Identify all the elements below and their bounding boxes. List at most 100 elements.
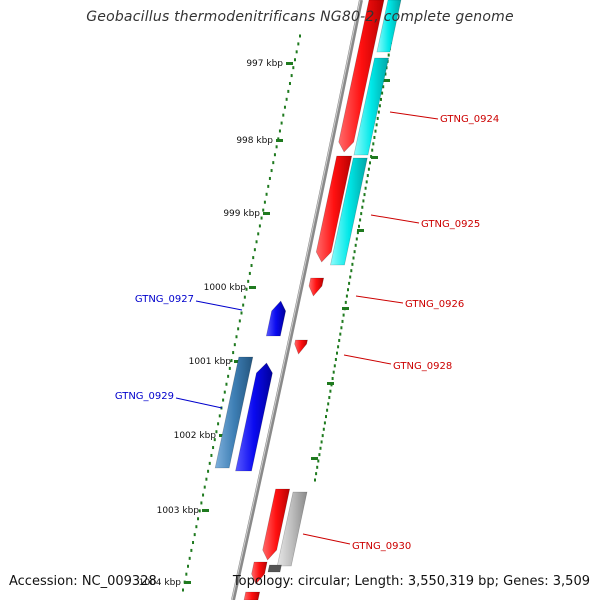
gene-gtng-0926-arrow — [308, 277, 325, 297]
cds-gtng-0925-block — [330, 157, 368, 266]
leader-line — [343, 354, 392, 365]
ruler-dot-left — [275, 145, 278, 149]
ruler-dot-right — [363, 193, 366, 197]
ruler-dot-right — [332, 370, 335, 374]
gene-label[interactable]: GTNG_0929 — [115, 391, 174, 402]
ruler-dot-right — [334, 357, 337, 361]
ruler-major-tick — [311, 457, 318, 460]
gene-label[interactable]: GTNG_0925 — [421, 219, 480, 230]
gene-gtng-0924-arrow — [338, 0, 385, 153]
ruler-dot-right — [318, 453, 321, 457]
ruler-dot-left — [260, 216, 263, 220]
ruler-dot-right — [341, 319, 344, 323]
ruler-major-tick — [342, 307, 349, 310]
ruler-dot-left — [293, 58, 296, 62]
ruler-major-tick — [234, 360, 241, 363]
ruler-dot-left — [268, 176, 271, 180]
gene-label[interactable]: GTNG_0928 — [393, 361, 452, 372]
ruler-dot-left — [215, 430, 218, 434]
ruler-dot-right — [336, 351, 338, 355]
ruler-dot-right — [314, 478, 316, 482]
ruler-dot-left — [280, 121, 283, 125]
ruler-dot-left — [242, 303, 245, 307]
ruler-dot-right — [340, 326, 343, 330]
ruler-dot-left — [200, 501, 203, 505]
ruler-dot-left — [223, 390, 226, 394]
ruler-label: 998 kbp — [236, 136, 273, 146]
ruler-dot-right — [315, 472, 318, 476]
ruler-dot-right — [382, 85, 385, 89]
ruler-dot-right — [333, 364, 336, 368]
ruler-dot-right — [320, 440, 323, 444]
ruler-dot-left — [213, 438, 216, 442]
leader-line — [389, 111, 439, 120]
ruler-major-tick — [383, 79, 390, 82]
ruler-dot-left — [208, 461, 211, 465]
ruler-dot-right — [347, 288, 349, 292]
ruler-dot-left — [190, 548, 193, 552]
ruler-major-tick — [357, 229, 364, 232]
ruler-dot-left — [250, 264, 253, 268]
ruler-dot-right — [331, 377, 334, 381]
ruler-dot-left — [243, 295, 246, 299]
ruler-major-tick — [249, 286, 256, 289]
gene-gtng-0928-arrow — [294, 339, 308, 355]
ruler-dot-right — [360, 212, 363, 216]
ruler-dot-left — [198, 509, 201, 513]
ruler-dot-right — [352, 256, 355, 260]
ruler-dot-left — [217, 422, 220, 426]
ruler-major-tick — [286, 62, 293, 65]
ruler-dot-left — [258, 224, 261, 228]
ruler-dot-left — [270, 169, 273, 173]
ruler-dot-right — [326, 408, 329, 412]
ruler-dot-right — [358, 224, 360, 228]
ruler-dot-right — [387, 53, 390, 57]
ruler-dot-left — [233, 343, 236, 347]
ruler-dot-left — [288, 81, 291, 85]
ruler-dot-right — [350, 269, 353, 273]
gene-gtng-0925-arrow — [315, 155, 353, 263]
ruler-label: 999 kbp — [223, 209, 260, 219]
gene-label[interactable]: GTNG_0927 — [135, 294, 194, 305]
ruler-dot-left — [205, 477, 208, 481]
accession-text: Accession: NC_009328 — [9, 574, 157, 589]
ruler-dot-right — [361, 205, 364, 209]
ruler-dot-right — [339, 332, 342, 336]
ruler-dot-left — [247, 279, 250, 283]
ruler-dot-right — [356, 231, 359, 235]
ruler-dot-right — [337, 345, 340, 349]
ruler-dot-left — [282, 113, 285, 117]
gene-label[interactable]: GTNG_0924 — [440, 114, 499, 125]
ruler-dot-right — [317, 459, 320, 463]
cds-gtng-0924-block — [376, 0, 402, 53]
gene-label[interactable]: GTNG_0926 — [405, 299, 464, 310]
leader-line — [302, 533, 351, 545]
ruler-dot-left — [238, 319, 241, 323]
ruler-dot-left — [182, 588, 184, 592]
gene-features — [214, 0, 402, 600]
ruler-dot-right — [329, 389, 332, 393]
ruler-dot-left — [210, 453, 213, 457]
ruler-dot-right — [342, 313, 345, 317]
ruler-dot-left — [287, 89, 290, 93]
gene-gtng-0930-arrow — [262, 488, 291, 561]
ruler-dot-left — [297, 42, 300, 46]
genome-backbone — [231, 0, 363, 600]
ruler-dot-right — [377, 110, 380, 114]
ruler-dot-left — [253, 248, 256, 252]
ruler-dot-right — [316, 465, 319, 469]
page-title: Geobacillus thermodenitrificans NG80-2, … — [86, 9, 514, 25]
ruler-dot-left — [278, 129, 281, 133]
ruler-dot-left — [265, 192, 268, 196]
ruler-dot-right — [371, 148, 374, 152]
ruler-dot-left — [185, 572, 188, 576]
ruler-dot-left — [262, 208, 265, 212]
ruler-dot-right — [374, 129, 377, 133]
gene-label[interactable]: GTNG_0930 — [352, 541, 411, 552]
ruler-dot-right — [344, 300, 347, 304]
ruler-major-tick — [371, 156, 378, 159]
ruler-dot-left — [277, 137, 280, 141]
ruler-major-tick — [276, 139, 283, 142]
ruler-label: 1003 kbp — [157, 506, 200, 516]
topology-text: Topology: circular; Length: 3,550,319 bp… — [232, 574, 590, 589]
